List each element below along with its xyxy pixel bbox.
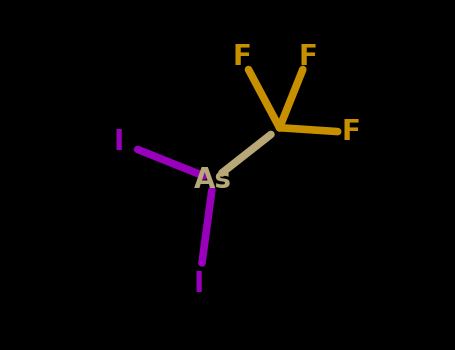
Text: F: F	[232, 43, 251, 71]
Text: I: I	[194, 270, 204, 298]
Text: As: As	[194, 166, 233, 194]
Text: F: F	[341, 118, 360, 146]
Text: I: I	[114, 128, 124, 156]
Text: F: F	[298, 43, 317, 71]
